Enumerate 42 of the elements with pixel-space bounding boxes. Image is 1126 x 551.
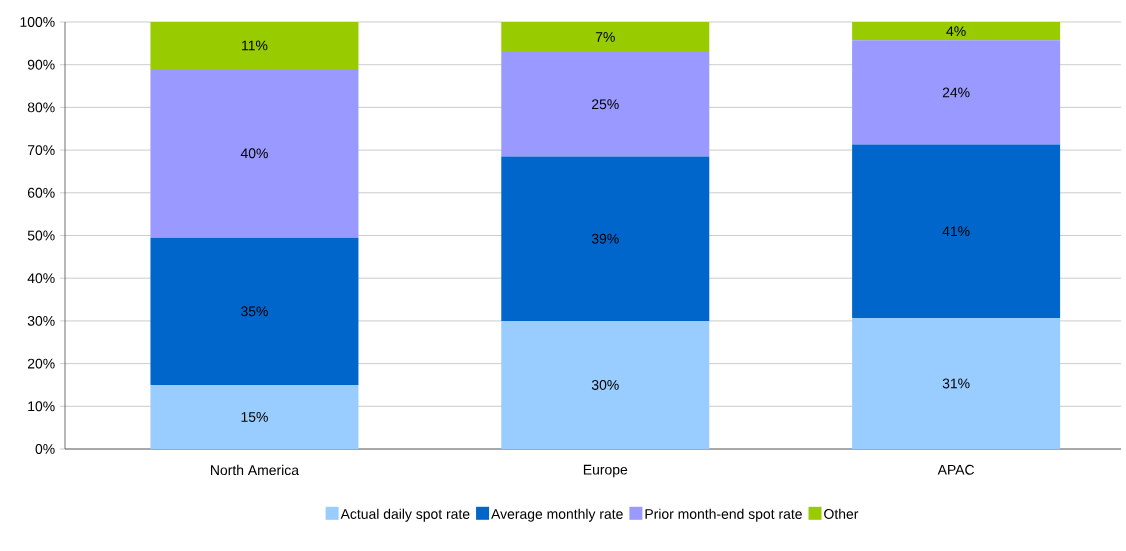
data-label: 11% — [242, 40, 268, 51]
data-label: 31% — [942, 378, 970, 389]
bar — [501, 51, 710, 157]
y-tick-label: 20% — [27, 358, 55, 369]
data-label: 40% — [240, 148, 268, 159]
y-tick-label: 10% — [28, 401, 55, 412]
data-label: 24% — [942, 87, 970, 98]
data-label: 30% — [591, 380, 619, 390]
bar — [852, 22, 1061, 41]
data-label: 4% — [946, 26, 966, 37]
legend-label: Other — [824, 508, 859, 519]
x-tick-label: APAC — [937, 464, 975, 475]
data-label: 39% — [591, 233, 619, 244]
legend-label: Prior month-end spot rate — [645, 508, 802, 522]
bar — [501, 22, 710, 52]
y-tick-label: 0% — [35, 444, 55, 454]
bar — [150, 237, 359, 385]
legend-label: Average monthly rate — [491, 508, 623, 522]
bar — [501, 320, 710, 449]
y-tick-label: 60% — [27, 187, 55, 198]
bar — [150, 384, 359, 449]
data-label: 41% — [942, 226, 970, 237]
x-tick-label: North America — [211, 464, 299, 476]
bar — [150, 22, 359, 69]
bar — [501, 156, 710, 321]
data-label: 15% — [241, 412, 268, 422]
y-tick-label: 100% — [20, 17, 55, 27]
y-tick-label: 90% — [27, 59, 55, 70]
x-tick-label: Europe — [583, 464, 628, 478]
bar — [150, 68, 359, 238]
y-tick-label: 70% — [27, 145, 55, 156]
y-tick-label: 30% — [27, 315, 55, 326]
bar — [852, 144, 1061, 318]
y-tick-label: 40% — [27, 273, 55, 284]
bar — [852, 317, 1061, 449]
legend-label: Actual daily spot rate — [340, 508, 470, 522]
bar — [852, 40, 1061, 145]
data-label: 25% — [592, 99, 619, 110]
data-label: 7% — [595, 32, 615, 42]
y-tick-label: 80% — [27, 102, 55, 113]
y-tick-label: 50% — [27, 230, 55, 241]
data-label: 35% — [241, 306, 268, 317]
